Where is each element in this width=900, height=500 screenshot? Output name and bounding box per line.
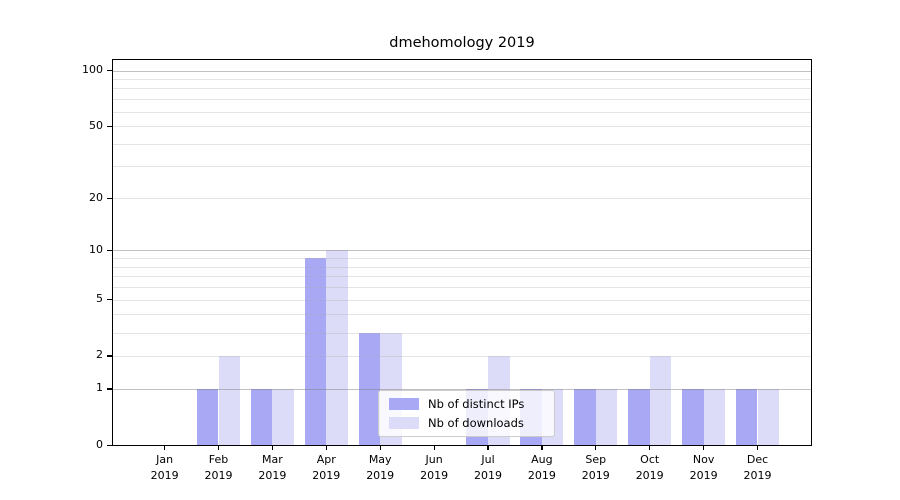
y-axis-tick-label-20: 20 (89, 190, 103, 204)
gridline-minor-70 (113, 99, 811, 101)
bar-distinct-ips-mar (250, 388, 273, 445)
x-axis-tick-label-apr: Apr 2019 (312, 453, 341, 482)
legend: Nb of distinct IPs Nb of downloads (378, 390, 555, 437)
x-axis-tick-jun (433, 445, 435, 450)
gridline-minor-2 (113, 355, 811, 357)
gridline-minor-20 (113, 198, 811, 199)
bar-distinct-ips-dec (735, 388, 758, 445)
y-axis-tick-label-2: 2 (96, 348, 103, 362)
gridline-minor-6 (113, 287, 811, 289)
x-axis-tick-feb (217, 445, 220, 450)
y-axis-tick-label-0: 0 (96, 437, 103, 451)
legend-label-distinct-ips: Nb of distinct IPs (428, 397, 525, 411)
bar-distinct-ips-may (358, 332, 381, 445)
x-axis-tick-label-dec: Dec 2019 (743, 453, 772, 482)
y-axis-tick-2 (107, 355, 112, 357)
gridline-minor-4 (113, 314, 811, 316)
x-axis-tick-mar (271, 445, 274, 450)
x-axis-tick-label-aug: Aug 2019 (527, 453, 556, 482)
y-axis-tick-label-1: 1 (96, 381, 103, 395)
x-axis-tick-label-jul: Jul 2019 (474, 453, 502, 482)
bar-downloads-sep (595, 388, 618, 445)
x-axis-tick-apr (325, 445, 327, 450)
bar-downloads-feb (218, 355, 241, 445)
y-axis-tick-50 (107, 125, 112, 127)
x-axis-tick-oct (649, 445, 651, 450)
y-axis-tick-5 (107, 299, 112, 301)
legend-entry-distinct-ips: Nb of distinct IPs (389, 397, 554, 411)
y-axis-tick-label-50: 50 (89, 118, 103, 132)
bar-distinct-ips-nov (682, 388, 704, 445)
gridline-major-10 (113, 250, 811, 252)
y-axis-tick-1 (107, 388, 112, 390)
plot-area (111, 58, 812, 446)
x-axis-tick-label-sep: Sep 2019 (581, 453, 610, 482)
gridline-minor-5 (113, 299, 811, 301)
y-axis-tick-100 (107, 70, 112, 72)
gridline-minor-3 (113, 332, 811, 334)
x-axis-tick-label-jan: Jan 2019 (150, 453, 179, 482)
chart-title: dmehomology 2019 (389, 35, 535, 51)
gridline-major-1 (113, 388, 811, 390)
x-axis-tick-label-may: May 2019 (366, 453, 395, 482)
bar-downloads-oct (649, 355, 672, 445)
legend-entry-downloads: Nb of downloads (389, 416, 554, 430)
plot-frame (111, 58, 812, 446)
legend-swatch-downloads (389, 417, 419, 429)
x-axis-tick-label-jun: Jun 2019 (420, 453, 449, 482)
x-axis-tick-jul (487, 445, 489, 450)
gridline-minor-30 (113, 166, 811, 168)
x-axis-tick-label-feb: Feb 2019 (204, 453, 233, 482)
legend-swatch-distinct-ips (389, 398, 419, 410)
gridline-minor-90 (113, 79, 811, 81)
gridline-minor-7 (113, 276, 811, 278)
bar-downloads-apr (326, 250, 348, 445)
y-axis-tick-20 (107, 197, 112, 199)
gridline-minor-60 (113, 111, 811, 113)
x-axis-tick-label-mar: Mar 2019 (258, 453, 287, 482)
y-axis-tick-label-100: 100 (82, 63, 103, 77)
legend-label-downloads: Nb of downloads (428, 416, 524, 430)
gridline-major-100 (113, 70, 811, 72)
bar-distinct-ips-feb (196, 388, 219, 445)
bar-distinct-ips-sep (574, 388, 596, 445)
y-axis-tick-label-10: 10 (89, 242, 103, 256)
gridline-minor-40 (113, 143, 811, 145)
gridline-minor-50 (113, 126, 811, 128)
x-axis-tick-label-nov: Nov 2019 (689, 453, 718, 482)
x-axis-tick-sep (595, 445, 597, 450)
x-axis-tick-jan (164, 445, 166, 450)
bar-downloads-nov (703, 388, 726, 445)
x-axis-tick-may (379, 445, 381, 450)
bar-downloads-dec (757, 388, 780, 445)
x-axis-tick-aug (541, 445, 543, 450)
y-axis-tick-label-5: 5 (96, 292, 103, 306)
bar-downloads-mar (272, 388, 294, 445)
x-axis-tick-nov (703, 445, 705, 450)
y-axis-tick-10 (107, 249, 112, 252)
gridline-minor-80 (113, 88, 811, 90)
bar-distinct-ips-oct (628, 388, 650, 445)
x-axis-tick-label-oct: Oct 2019 (635, 453, 664, 482)
gridline-minor-8 (113, 266, 811, 268)
x-axis-tick-dec (756, 445, 759, 450)
bar-distinct-ips-apr (304, 258, 327, 445)
y-axis-tick-0 (107, 444, 112, 446)
gridline-minor-9 (113, 258, 811, 260)
